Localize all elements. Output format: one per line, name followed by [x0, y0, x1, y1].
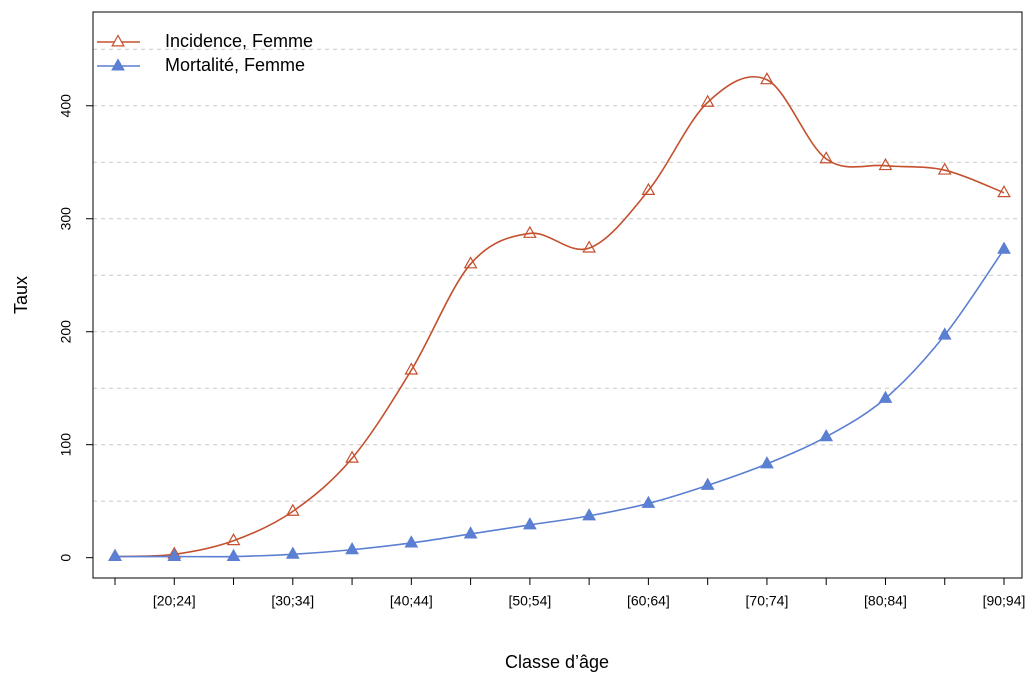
x-tick-label: [80;84]	[864, 593, 907, 609]
data-point	[937, 162, 952, 175]
data-point	[760, 72, 774, 85]
data-point	[997, 241, 1011, 254]
legend-label: Incidence, Femme	[165, 31, 313, 51]
x-tick-label: [30;34]	[271, 593, 314, 609]
data-point	[285, 546, 300, 559]
y-tick-label: 0	[58, 554, 74, 562]
legend-marker	[111, 58, 125, 71]
data-point	[819, 429, 834, 442]
data-point	[760, 456, 774, 469]
data-point	[108, 548, 122, 562]
y-tick-label: 300	[58, 207, 74, 231]
x-tick-label: [90;94]	[983, 593, 1026, 609]
series-line	[114, 75, 1005, 558]
data-point	[226, 548, 241, 562]
y-tick-label: 100	[58, 433, 74, 457]
data-point	[700, 94, 715, 107]
data-point	[582, 508, 597, 521]
data-point	[522, 517, 537, 530]
y-axis-label: Taux	[11, 276, 31, 314]
series-line	[115, 248, 1005, 558]
x-axis-label: Classe d’âge	[505, 652, 609, 672]
x-tick-label: [60;64]	[627, 593, 670, 609]
plot-frame	[92, 11, 1023, 579]
data-point	[997, 185, 1011, 198]
data-point	[522, 225, 537, 238]
data-point	[819, 151, 834, 164]
data-point	[878, 390, 893, 403]
legend-marker	[111, 34, 125, 47]
data-point	[878, 157, 893, 171]
data-point	[345, 542, 359, 555]
data-point	[700, 477, 715, 490]
data-point	[226, 532, 241, 546]
legend-label: Mortalité, Femme	[165, 55, 305, 75]
data-point	[285, 503, 300, 516]
data-point	[463, 526, 478, 539]
data-point	[345, 450, 359, 463]
y-tick-label: 400	[58, 94, 74, 118]
data-point	[404, 362, 419, 375]
data-point	[641, 182, 656, 195]
y-tick-label: 200	[58, 320, 74, 344]
data-point	[937, 327, 952, 340]
x-tick-label: [40;44]	[390, 593, 433, 609]
data-point	[167, 548, 182, 562]
data-point	[641, 495, 656, 508]
x-tick-label: [20;24]	[153, 593, 196, 609]
data-point	[404, 535, 419, 548]
data-point	[582, 240, 597, 253]
x-tick-label: [70;74]	[746, 593, 789, 609]
x-tick-label: [50;54]	[508, 593, 551, 609]
data-point	[463, 256, 478, 269]
